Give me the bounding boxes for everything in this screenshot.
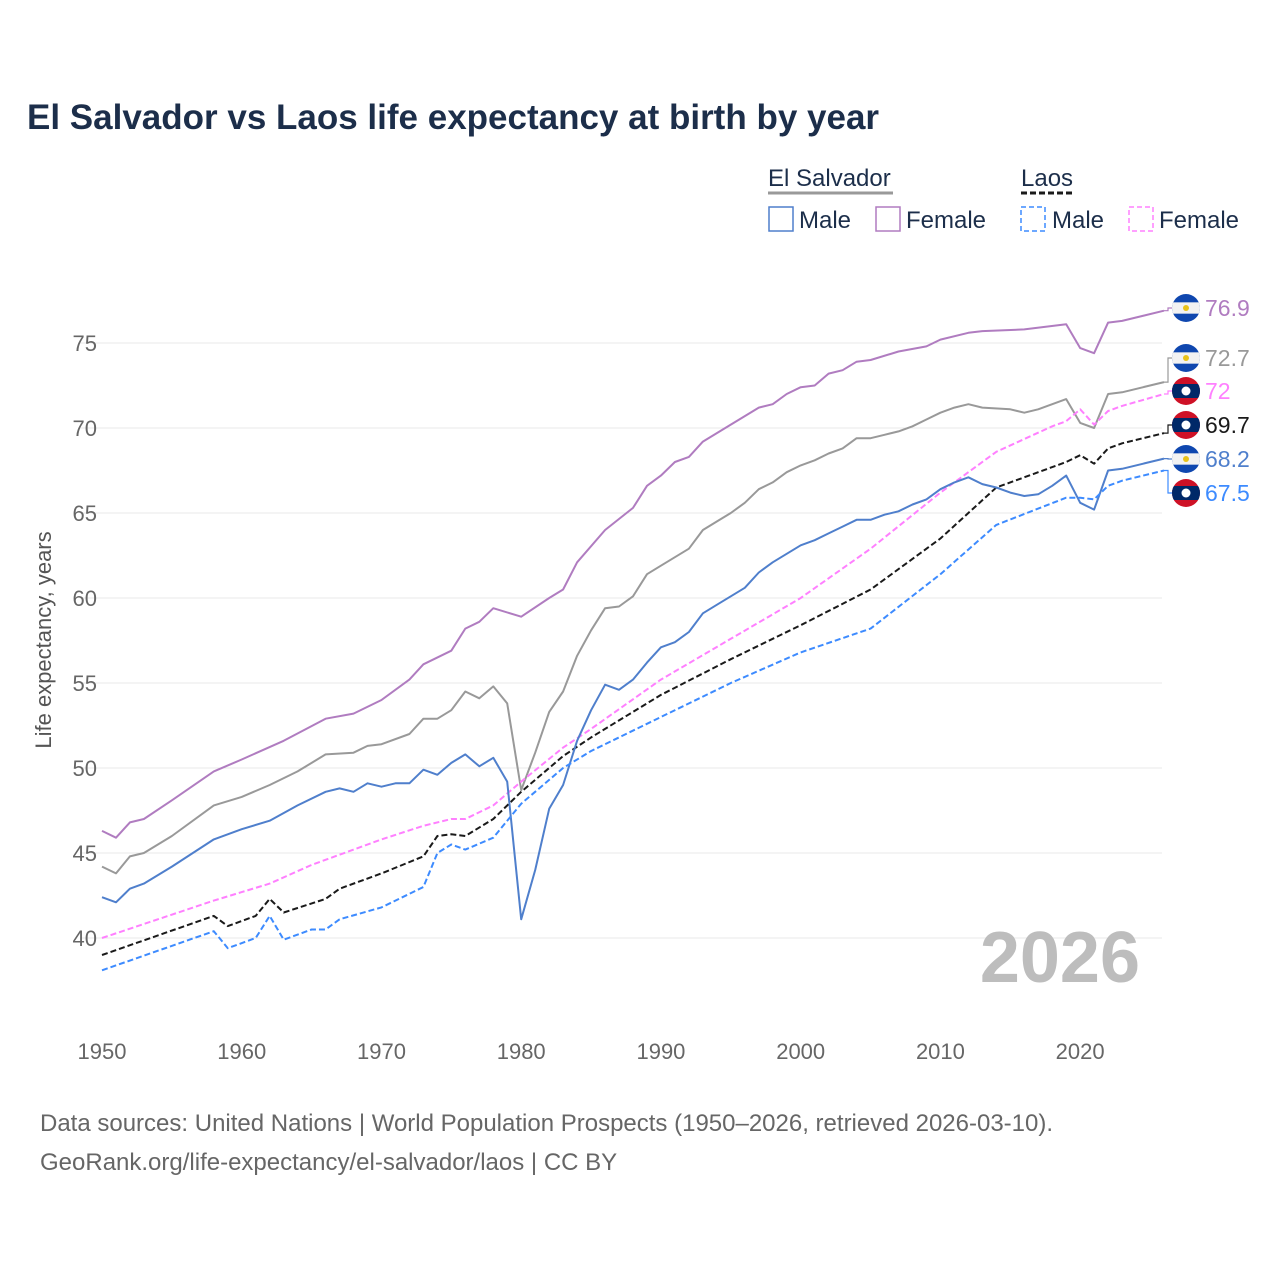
legend-group-el-salvador: El Salvador — [768, 165, 891, 192]
end-value-label: 72 — [1205, 378, 1231, 404]
legend-label-laos-female: Female — [1159, 207, 1239, 234]
legend-swatch-laos-male — [1021, 207, 1045, 231]
watermark-year: 2026 — [980, 918, 1140, 998]
x-axis: 1950 1960 1970 1980 1990 2000 2010 2020 — [78, 1039, 1105, 1064]
laos-flag-icon — [1172, 377, 1200, 405]
legend: El Salvador Male Female Laos Male Female — [768, 165, 1239, 234]
y-axis: 40 45 50 55 60 65 70 75 — [73, 331, 97, 951]
legend-swatch-es-male — [769, 207, 793, 231]
x-tick-label: 1970 — [357, 1039, 406, 1064]
source-line-1: Data sources: United Nations | World Pop… — [40, 1110, 1053, 1137]
y-tick-label: 70 — [73, 416, 97, 441]
x-tick-label: 2020 — [1056, 1039, 1105, 1064]
y-tick-label: 50 — [73, 756, 97, 781]
legend-label-es-female: Female — [906, 207, 986, 234]
x-tick-label: 2010 — [916, 1039, 965, 1064]
y-tick-label: 45 — [73, 841, 97, 866]
y-tick-label: 65 — [73, 501, 97, 526]
series-line-laos-total — [102, 433, 1164, 955]
end-value-label: 69.7 — [1205, 412, 1250, 438]
laos-flag-icon — [1172, 479, 1200, 507]
chart-title: El Salvador vs Laos life expectancy at b… — [27, 98, 879, 137]
series-line-el-salvador-male — [102, 459, 1164, 920]
y-tick-label: 40 — [73, 926, 97, 951]
y-tick-label: 75 — [73, 331, 97, 356]
end-labels: 76.9 72.7 72 69.7 68.2 67.5 — [1164, 294, 1250, 507]
y-tick-label: 60 — [73, 586, 97, 611]
el-salvador-flag-icon — [1172, 294, 1200, 322]
x-tick-label: 1960 — [217, 1039, 266, 1064]
end-value-label: 72.7 — [1205, 345, 1250, 371]
legend-label-es-male: Male — [799, 207, 851, 234]
source-line-2: GeoRank.org/life-expectancy/el-salvador/… — [40, 1149, 617, 1176]
grid — [80, 343, 1162, 938]
legend-label-laos-male: Male — [1052, 207, 1104, 234]
series-line-laos-male — [102, 471, 1164, 971]
x-tick-label: 1950 — [78, 1039, 127, 1064]
series-line-el-salvador-total — [102, 382, 1164, 873]
series-line-laos-female — [102, 394, 1164, 938]
series-lines — [102, 311, 1164, 971]
el-salvador-flag-icon — [1172, 445, 1200, 473]
el-salvador-flag-icon — [1172, 344, 1200, 372]
end-value-label: 68.2 — [1205, 446, 1250, 472]
x-tick-label: 2000 — [776, 1039, 825, 1064]
x-tick-label: 1990 — [636, 1039, 685, 1064]
x-tick-label: 1980 — [497, 1039, 546, 1064]
legend-swatch-es-female — [876, 207, 900, 231]
legend-swatch-laos-female — [1129, 207, 1153, 231]
y-tick-label: 55 — [73, 671, 97, 696]
end-value-label: 76.9 — [1205, 295, 1250, 321]
legend-group-laos: Laos — [1021, 165, 1073, 192]
laos-flag-icon — [1172, 411, 1200, 439]
y-axis-label: Life expectancy, years — [31, 531, 56, 748]
series-line-el-salvador-female — [102, 311, 1164, 838]
end-value-label: 67.5 — [1205, 480, 1250, 506]
